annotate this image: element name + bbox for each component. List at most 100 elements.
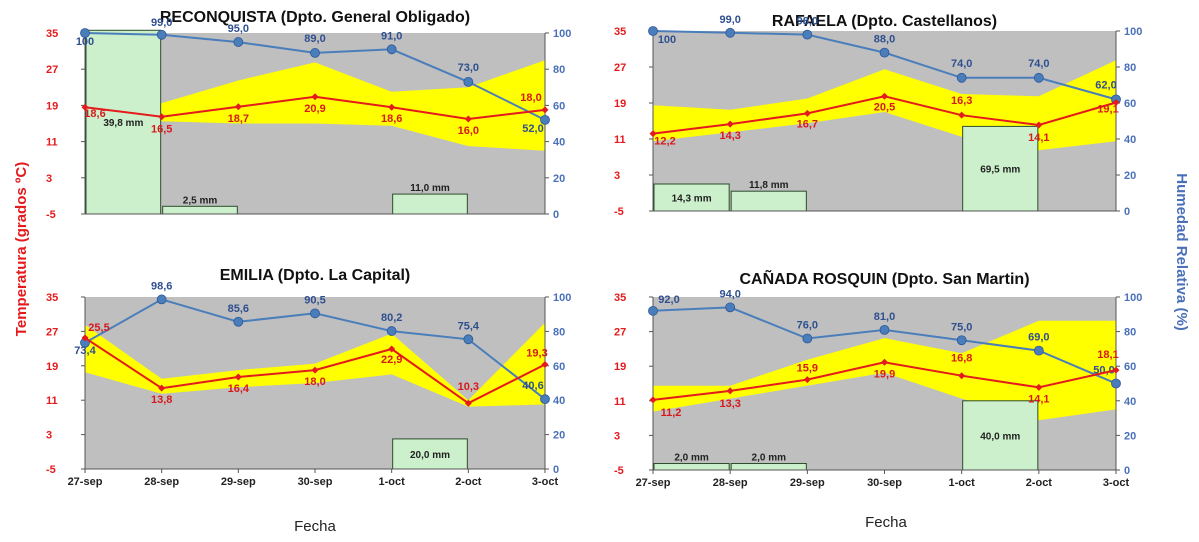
rain-bar <box>85 29 162 215</box>
x-tick-label: 2-oct <box>1026 477 1053 489</box>
temperature-label: 18,0 <box>304 376 325 388</box>
humidity-label: 100 <box>658 34 676 46</box>
temperature-point <box>649 130 657 138</box>
humidity-label: 80,2 <box>381 312 402 324</box>
humidity-point <box>386 326 397 336</box>
temperature-label: 13,8 <box>151 394 172 406</box>
humidity-label: 62,0 <box>1095 79 1116 91</box>
humidity-point <box>310 308 320 319</box>
x-tick-label: 29-sep <box>221 476 256 488</box>
y-right-tick-label: 60 <box>553 100 565 112</box>
humidity-label: 92,0 <box>658 294 679 306</box>
y-right-tick-label: 60 <box>553 361 565 373</box>
y-right-tick-label: 0 <box>553 209 559 221</box>
x-tick-label: 28-sep <box>144 476 179 488</box>
temperature-label: 13,3 <box>719 398 740 410</box>
humidity-label: 76,0 <box>797 320 818 332</box>
temperature-point <box>1112 366 1120 374</box>
y-left-tick-label: 3 <box>614 430 620 442</box>
y-right-tick-label: 60 <box>1124 98 1136 110</box>
rain-bar <box>392 438 468 470</box>
rain-label: 14,3 mm <box>672 194 712 205</box>
temperature-label: 18,1 <box>1097 349 1118 361</box>
x-tick-label: 27-sep <box>68 476 103 488</box>
x-tick-label: 3-oct <box>532 476 559 488</box>
temperature-label: 14,1 <box>1028 132 1049 144</box>
y-left-tick-label: 19 <box>614 98 626 110</box>
rain-label: 2,0 mm <box>752 453 787 464</box>
temperature-label: 18,0 <box>520 92 541 104</box>
temperature-point <box>234 103 242 111</box>
temperature-point <box>726 387 734 395</box>
temperature-point <box>464 399 472 407</box>
x-tick-label: 2-oct <box>455 476 482 488</box>
y-right-tick-label: 80 <box>1124 62 1136 74</box>
humidity-label: 52,0 <box>522 123 543 135</box>
rain-bar <box>162 205 238 215</box>
humidity-point <box>463 76 474 87</box>
y-right-tick-label: 20 <box>1124 170 1136 182</box>
temperature-label: 16,7 <box>797 118 818 130</box>
x-tick-label: 29-sep <box>790 477 825 489</box>
temperature-point <box>311 93 319 101</box>
temperature-point <box>881 358 888 366</box>
humidity-point <box>725 302 736 313</box>
humidity-label: 74,0 <box>951 58 972 70</box>
temperature-label: 18,6 <box>381 113 402 125</box>
temperature-label: 14,1 <box>1028 393 1049 405</box>
humidity-label: 98,0 <box>797 16 818 28</box>
temperature-point <box>158 113 166 121</box>
humidity-point <box>80 28 90 38</box>
temperature-label: 19,1 <box>1097 104 1118 116</box>
chart-panel-3: EMILIA (Dpto. La Capital) 20,0 mm 35 27 19 11… <box>46 267 571 488</box>
temperature-point <box>958 372 966 380</box>
humidity-point <box>540 114 550 125</box>
temperature-label: 25,5 <box>88 322 109 334</box>
y-right-tick-label: 80 <box>1124 327 1136 339</box>
y-right-tick-label: 100 <box>1124 26 1142 38</box>
chart-title: RECONQUISTA (Dpto. General Obligado) <box>160 9 470 26</box>
y-left-tick-label: -5 <box>46 209 56 221</box>
humidity-point <box>540 394 550 405</box>
humidity-label: 95,0 <box>228 23 249 35</box>
y-right-tick-label: 0 <box>553 464 559 476</box>
y-right-tick-label: 20 <box>553 430 565 442</box>
x-tick-label: 28-sep <box>713 477 748 489</box>
humidity-point <box>802 29 813 40</box>
rain-bar <box>730 190 807 212</box>
temperature-label: 20,5 <box>874 101 895 113</box>
humidity-point <box>802 333 813 344</box>
humidity-label: 100 <box>76 36 94 48</box>
temperature-point <box>311 366 319 374</box>
chart-panel-4: CAÑADA ROSQUIN (Dpto. San Martin) 2,0 mm 2… <box>614 268 1142 489</box>
chart-panel-2: RAFAELA (Dpto. Castellanos) 14,3 mm 11,8 m… <box>614 13 1142 218</box>
humidity-point <box>1033 72 1044 83</box>
humidity-point <box>879 324 890 335</box>
temperature-point <box>81 334 89 342</box>
rain-bar <box>962 400 1039 471</box>
temperature-label: 20,9 <box>304 103 325 115</box>
temperature-label: 16,4 <box>228 383 250 395</box>
humidity-point <box>879 47 890 58</box>
chart-panel-1: RECONQUISTA (Dpto. General Obligado) 39,8… <box>46 9 571 221</box>
y-right-tick-label: 20 <box>1124 430 1136 442</box>
chart-title: RAFAELA (Dpto. Castellanos) <box>772 13 997 30</box>
temperature-label: 16,8 <box>951 353 972 365</box>
y-left-tick-label: 27 <box>614 62 626 74</box>
humidity-point <box>648 26 658 36</box>
y-right-tick-label: 40 <box>553 137 565 149</box>
y-left-tick-label: -5 <box>614 465 624 477</box>
y-right-tick-label: 20 <box>553 173 565 185</box>
y-right-tick-label: 100 <box>553 28 571 40</box>
y-left-tick-label: 3 <box>614 170 620 182</box>
rain-bar <box>730 463 807 471</box>
y-right-tick-label: 60 <box>1124 361 1136 373</box>
rain-label: 39,8 mm <box>103 118 143 129</box>
y-left-tick-label: 35 <box>614 26 626 38</box>
humidity-label: 98,6 <box>151 280 172 292</box>
humidity-point <box>463 334 474 345</box>
y-right-axis-title: Humedad Relativa (%) <box>1173 173 1190 331</box>
temperature-label: 14,3 <box>719 130 740 142</box>
y-right-tick-label: 80 <box>553 64 565 76</box>
temperature-point <box>1035 121 1043 129</box>
